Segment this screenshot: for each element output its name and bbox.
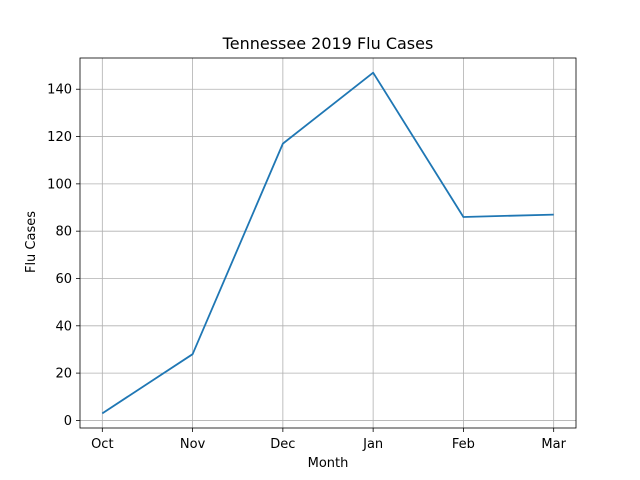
y-axis-title: Flu Cases xyxy=(24,211,39,273)
x-tick-label: Feb xyxy=(452,437,475,452)
x-tick-label: Dec xyxy=(270,437,295,452)
series-layer xyxy=(101,71,554,415)
series-line xyxy=(101,71,554,415)
y-tick-label: 60 xyxy=(55,272,72,287)
x-tick-label: Mar xyxy=(541,437,566,452)
x-tick-label: Oct xyxy=(91,437,113,452)
axis-ticks: Oct Nov Dec Jan Feb Mar 0 20 40 60 80 100 120 140 xyxy=(47,83,566,452)
y-tick-label: 0 xyxy=(64,414,72,429)
x-axis-title: Month xyxy=(308,456,349,471)
plot-frame xyxy=(79,57,577,429)
y-tick-label: 20 xyxy=(55,367,72,382)
y-tick-label: 100 xyxy=(47,177,72,192)
x-tick-label: Jan xyxy=(362,437,383,452)
y-tick-label: 40 xyxy=(55,319,72,334)
y-tick-label: 120 xyxy=(47,130,72,145)
x-tick-label: Nov xyxy=(180,437,206,452)
y-tick-label: 80 xyxy=(55,225,72,240)
y-tick-label: 140 xyxy=(47,83,72,98)
grid xyxy=(80,58,576,428)
chart-title: Tennessee 2019 Flu Cases xyxy=(222,34,434,53)
